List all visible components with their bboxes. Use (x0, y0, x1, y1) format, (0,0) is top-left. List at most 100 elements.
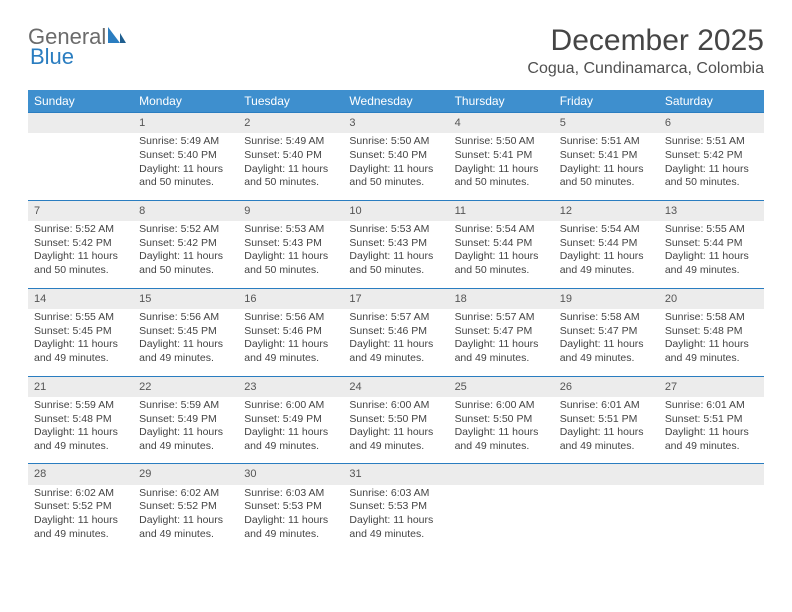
day-number-cell: 27 (659, 376, 764, 397)
sunset-line: Sunset: 5:45 PM (34, 325, 127, 339)
sail-icon (106, 25, 128, 50)
sunset-line: Sunset: 5:41 PM (455, 149, 548, 163)
sunset-line: Sunset: 5:44 PM (560, 237, 653, 251)
day-number-cell: 24 (343, 376, 448, 397)
sunset-line: Sunset: 5:49 PM (244, 413, 337, 427)
weekday-header: Saturday (659, 90, 764, 113)
daylight-line: Daylight: 11 hours and 49 minutes. (455, 338, 548, 365)
sunrise-line: Sunrise: 5:53 AM (349, 223, 442, 237)
day-number-cell: 7 (28, 200, 133, 221)
sunrise-line: Sunrise: 5:52 AM (139, 223, 232, 237)
daylight-line: Daylight: 11 hours and 50 minutes. (139, 250, 232, 277)
detail-row: Sunrise: 5:55 AMSunset: 5:45 PM Daylight:… (28, 309, 764, 376)
day-detail-cell: Sunrise: 5:52 AMSunset: 5:42 PMDaylight:… (133, 221, 238, 288)
day-detail-cell: Sunrise: 5:59 AMSunset: 5:48 PMDaylight:… (28, 397, 133, 464)
day-number-cell: 28 (28, 464, 133, 485)
day-number-cell (659, 464, 764, 485)
month-title: December 2025 (527, 24, 764, 58)
sunrise-line: Sunrise: 5:55 AM (34, 311, 127, 325)
daylight-line: Daylight: 11 hours and 49 minutes. (560, 338, 653, 365)
detail-row: Sunrise: 5:52 AMSunset: 5:42 PMDaylight:… (28, 221, 764, 288)
sunset-line: Sunset: 5:47 PM (560, 325, 653, 339)
day-detail-cell: Sunrise: 5:51 AMSunset: 5:41 PMDaylight:… (554, 133, 659, 200)
sunrise-line: Sunrise: 5:51 AM (560, 135, 653, 149)
day-detail-cell: Sunrise: 6:03 AMSunset: 5:53 PMDaylight:… (343, 485, 448, 552)
daylight-line: Daylight: 11 hours and 50 minutes. (244, 250, 337, 277)
day-number-cell: 9 (238, 200, 343, 221)
day-detail-cell: Sunrise: 5:57 AMSunset: 5:46 PMDaylight:… (343, 309, 448, 376)
day-number-cell: 17 (343, 288, 448, 309)
weekday-row: SundayMondayTuesdayWednesdayThursdayFrid… (28, 90, 764, 113)
location-text: Cogua, Cundinamarca, Colombia (527, 60, 764, 78)
day-number-cell: 5 (554, 113, 659, 134)
day-detail-cell: Sunrise: 6:02 AMSunset: 5:52 PMDaylight:… (133, 485, 238, 552)
daylight-line: Daylight: 11 hours and 50 minutes. (349, 163, 442, 190)
day-number-cell: 18 (449, 288, 554, 309)
daylight-line: Daylight: 11 hours and 49 minutes. (34, 426, 127, 453)
daynum-row: 14151617181920 (28, 288, 764, 309)
daylight-line: Daylight: 11 hours and 49 minutes. (665, 338, 758, 365)
day-detail-cell: Sunrise: 6:01 AMSunset: 5:51 PMDaylight:… (554, 397, 659, 464)
day-number-cell: 22 (133, 376, 238, 397)
sunset-line: Sunset: 5:48 PM (34, 413, 127, 427)
day-detail-cell: Sunrise: 6:00 AMSunset: 5:49 PMDaylight:… (238, 397, 343, 464)
day-number-cell: 19 (554, 288, 659, 309)
sunset-line: Sunset: 5:43 PM (244, 237, 337, 251)
day-detail-cell (28, 133, 133, 200)
day-detail-cell: Sunrise: 5:58 AMSunset: 5:48 PMDaylight:… (659, 309, 764, 376)
day-number-cell: 14 (28, 288, 133, 309)
weekday-header: Monday (133, 90, 238, 113)
sunrise-line: Sunrise: 5:54 AM (560, 223, 653, 237)
daylight-line: Daylight: 11 hours and 50 minutes. (34, 250, 127, 277)
sunset-line: Sunset: 5:48 PM (665, 325, 758, 339)
weekday-header: Tuesday (238, 90, 343, 113)
sunset-line: Sunset: 5:53 PM (244, 500, 337, 514)
day-detail-cell: Sunrise: 6:00 AMSunset: 5:50 PMDaylight:… (449, 397, 554, 464)
sunset-line: Sunset: 5:42 PM (34, 237, 127, 251)
sunrise-line: Sunrise: 6:00 AM (455, 399, 548, 413)
daylight-line: Daylight: 11 hours and 50 minutes. (139, 163, 232, 190)
day-detail-cell: Sunrise: 5:57 AMSunset: 5:47 PMDaylight:… (449, 309, 554, 376)
day-number-cell: 3 (343, 113, 448, 134)
day-number-cell: 31 (343, 464, 448, 485)
sunset-line: Sunset: 5:43 PM (349, 237, 442, 251)
calendar-body: 123456Sunrise: 5:49 AMSunset: 5:40 PMDay… (28, 113, 764, 552)
day-number-cell: 8 (133, 200, 238, 221)
daylight-line: Daylight: 11 hours and 49 minutes. (244, 514, 337, 541)
calendar-table: SundayMondayTuesdayWednesdayThursdayFrid… (28, 90, 764, 551)
daylight-line: Daylight: 11 hours and 49 minutes. (244, 426, 337, 453)
sunrise-line: Sunrise: 6:01 AM (560, 399, 653, 413)
daylight-line: Daylight: 11 hours and 49 minutes. (34, 514, 127, 541)
daylight-line: Daylight: 11 hours and 49 minutes. (349, 514, 442, 541)
daynum-row: 123456 (28, 113, 764, 134)
daylight-line: Daylight: 11 hours and 49 minutes. (455, 426, 548, 453)
sunrise-line: Sunrise: 5:54 AM (455, 223, 548, 237)
sunrise-line: Sunrise: 5:50 AM (349, 135, 442, 149)
day-number-cell: 20 (659, 288, 764, 309)
sunrise-line: Sunrise: 5:58 AM (665, 311, 758, 325)
day-detail-cell: Sunrise: 5:58 AMSunset: 5:47 PMDaylight:… (554, 309, 659, 376)
day-detail-cell: Sunrise: 5:56 AMSunset: 5:45 PMDaylight:… (133, 309, 238, 376)
sunrise-line: Sunrise: 5:51 AM (665, 135, 758, 149)
sunrise-line: Sunrise: 5:55 AM (665, 223, 758, 237)
daylight-line: Daylight: 11 hours and 49 minutes. (665, 250, 758, 277)
daylight-line: Daylight: 11 hours and 49 minutes. (139, 514, 232, 541)
day-detail-cell: Sunrise: 5:53 AMSunset: 5:43 PMDaylight:… (238, 221, 343, 288)
day-detail-cell: Sunrise: 6:03 AMSunset: 5:53 PMDaylight:… (238, 485, 343, 552)
daylight-line: Daylight: 11 hours and 49 minutes. (560, 426, 653, 453)
day-detail-cell: Sunrise: 5:50 AMSunset: 5:41 PMDaylight:… (449, 133, 554, 200)
day-number-cell: 15 (133, 288, 238, 309)
day-number-cell: 11 (449, 200, 554, 221)
daynum-row: 78910111213 (28, 200, 764, 221)
daynum-row: 28293031 (28, 464, 764, 485)
sunset-line: Sunset: 5:44 PM (665, 237, 758, 251)
weekday-header: Friday (554, 90, 659, 113)
sunset-line: Sunset: 5:49 PM (139, 413, 232, 427)
daylight-line: Daylight: 11 hours and 49 minutes. (560, 250, 653, 277)
sunset-line: Sunset: 5:52 PM (139, 500, 232, 514)
sunset-line: Sunset: 5:53 PM (349, 500, 442, 514)
daylight-line: Daylight: 11 hours and 50 minutes. (349, 250, 442, 277)
day-detail-cell: Sunrise: 5:56 AMSunset: 5:46 PMDaylight:… (238, 309, 343, 376)
weekday-header: Thursday (449, 90, 554, 113)
day-number-cell: 4 (449, 113, 554, 134)
